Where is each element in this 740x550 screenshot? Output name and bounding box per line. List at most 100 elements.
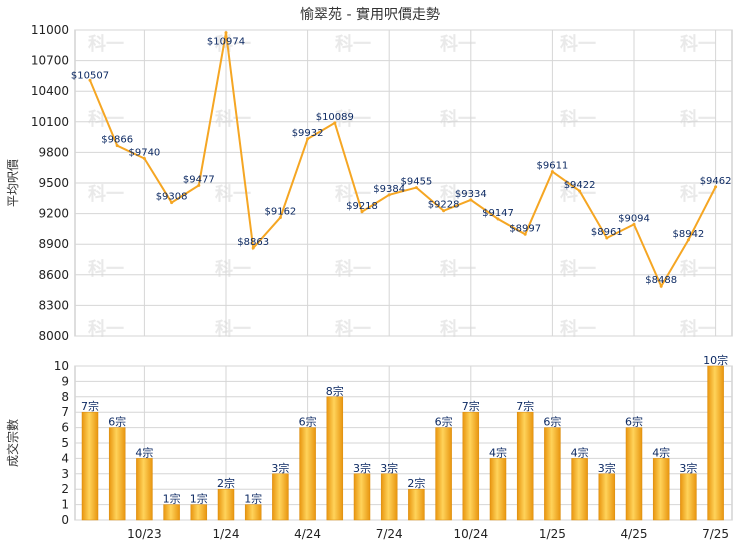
watermark: 科一 [335, 258, 371, 280]
watermark: 科一 [335, 183, 371, 205]
volume-data-label: 10宗 [703, 353, 728, 367]
price-tick-label: 10700 [31, 54, 69, 68]
price-data-label: $9228 [428, 200, 460, 211]
volume-data-label: 6宗 [108, 415, 126, 429]
volume-data-label: 3宗 [598, 461, 616, 475]
volume-tick-label: 8 [61, 390, 69, 404]
price-panel: 8000 8300 8600 8900 9200 9500 9800 10100 10400 10… [31, 23, 733, 343]
price-data-label: $9611 [536, 161, 568, 172]
x-tick-label: 10/23 [127, 527, 162, 541]
price-point [659, 284, 663, 288]
price-point [88, 78, 92, 82]
volume-tick-label: 5 [61, 436, 69, 450]
price-data-label: $9308 [156, 192, 188, 203]
volume-bar [435, 427, 452, 521]
x-tick-label: 10/24 [454, 527, 489, 541]
price-data-label: $9334 [455, 189, 487, 200]
price-tick-label: 11000 [31, 23, 69, 37]
volume-bar [190, 504, 208, 521]
price-point [251, 246, 255, 250]
watermark: 科一 [88, 318, 124, 340]
price-point [442, 209, 446, 213]
volume-bar [136, 458, 153, 521]
volume-data-label: 6宗 [625, 415, 643, 429]
volume-bar [380, 473, 398, 521]
price-point [714, 185, 718, 189]
volume-data-label: 6宗 [435, 415, 453, 429]
price-tick-label: 9500 [38, 176, 69, 190]
volume-tick-label: 6 [61, 421, 69, 435]
volume-bar [462, 411, 480, 521]
price-point [686, 238, 690, 242]
watermark: 科一 [560, 183, 596, 205]
volume-tick-label: 7 [61, 405, 69, 419]
price-point [578, 189, 582, 193]
watermark: 科一 [440, 183, 476, 205]
volume-bar [217, 488, 235, 521]
price-point [360, 210, 364, 214]
price-point [523, 232, 527, 236]
price-data-label: $9866 [101, 135, 133, 146]
price-data-label: $8961 [591, 227, 623, 238]
volume-bar [244, 504, 262, 521]
volume-tick-label: 1 [61, 498, 69, 512]
price-point [632, 222, 636, 226]
price-point [224, 31, 228, 35]
volume-data-label: 3宗 [679, 461, 697, 475]
x-tick-label: 1/25 [539, 527, 566, 541]
price-tick-label: 8000 [38, 329, 69, 343]
price-point [387, 193, 391, 197]
volume-bar [272, 473, 289, 521]
watermark: 科一 [560, 258, 596, 280]
price-data-label: $8942 [672, 229, 704, 240]
price-point [278, 215, 282, 219]
volume-data-label: 1宗 [190, 492, 208, 506]
watermark: 科一 [440, 318, 476, 340]
watermark: 科一 [680, 258, 716, 280]
price-point [197, 183, 201, 187]
volume-bar [680, 473, 697, 521]
price-point [115, 144, 119, 148]
volume-tick-label: 2 [61, 482, 69, 496]
volume-bar [707, 365, 724, 521]
volume-tick-label: 9 [61, 374, 69, 388]
price-data-label: $9218 [346, 201, 378, 212]
price-tick-label: 10400 [31, 84, 69, 98]
volume-data-label: 2宗 [407, 476, 425, 490]
volume-bar [652, 458, 670, 521]
watermark: 科一 [560, 33, 596, 55]
price-tick-label: 9200 [38, 207, 69, 221]
watermark: 科一 [680, 108, 716, 130]
watermark: 科一 [335, 33, 371, 55]
price-data-label: $10089 [316, 112, 354, 123]
price-tick-label: 8900 [38, 237, 69, 251]
volume-axis-label: 成交宗數 [5, 419, 20, 467]
x-tick-label: 7/24 [376, 527, 403, 541]
price-data-label: $9094 [618, 213, 650, 224]
volume-bar [571, 458, 588, 521]
volume-bar [408, 488, 425, 521]
volume-bar [299, 427, 316, 521]
volume-data-label: 2宗 [217, 476, 235, 490]
price-axis-label: 平均呎價 [6, 159, 20, 207]
price-point [333, 121, 337, 125]
volume-panel: 01 23 456 78 910 10/23 1/24 4/24 7/24 10/24 1/25 4/… [54, 353, 733, 541]
watermark: 科一 [440, 108, 476, 130]
volume-bar [625, 427, 643, 521]
volume-tick-label: 4 [61, 451, 69, 465]
volume-bar [489, 458, 507, 521]
watermark: 科一 [680, 183, 716, 205]
price-point [306, 137, 310, 141]
volume-bar [353, 473, 371, 521]
volume-bar [163, 504, 180, 521]
watermark: 科一 [440, 33, 476, 55]
price-tick-label: 10100 [31, 115, 69, 129]
price-point [170, 201, 174, 205]
price-data-label: $9147 [482, 208, 514, 219]
volume-bar [81, 411, 99, 521]
price-data-label: $9422 [564, 180, 596, 191]
price-data-label: $10507 [71, 70, 109, 81]
watermark: 科一 [560, 318, 596, 340]
watermark: 科一 [88, 33, 124, 55]
price-tick-label: 8600 [38, 268, 69, 282]
